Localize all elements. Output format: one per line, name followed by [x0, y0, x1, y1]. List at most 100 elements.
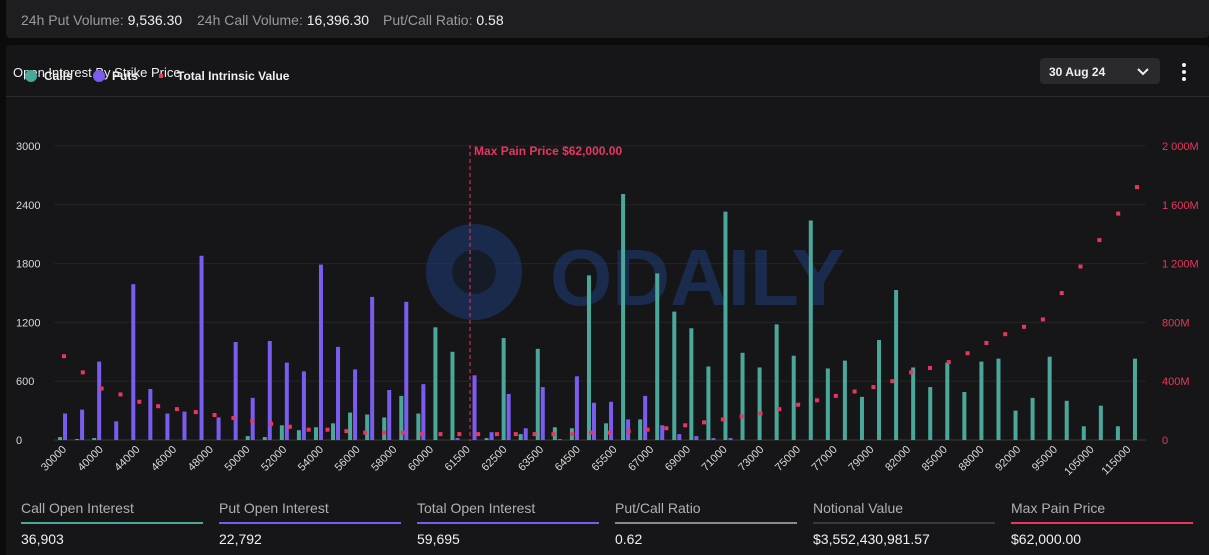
calls-bar[interactable]	[877, 340, 882, 440]
intrinsic-point[interactable]	[1059, 291, 1064, 295]
calls-bar[interactable]	[484, 438, 489, 440]
intrinsic-point[interactable]	[1022, 324, 1027, 329]
puts-bar[interactable]	[97, 361, 102, 440]
intrinsic-point[interactable]	[758, 411, 763, 416]
calls-bar[interactable]	[433, 327, 438, 440]
puts-bar[interactable]	[506, 393, 511, 440]
calls-bar[interactable]	[604, 423, 609, 440]
puts-bar[interactable]	[489, 432, 494, 440]
intrinsic-point[interactable]	[1078, 264, 1083, 269]
kebab-menu-icon[interactable]	[1174, 60, 1194, 84]
intrinsic-point[interactable]	[984, 340, 989, 345]
intrinsic-point[interactable]	[99, 386, 104, 391]
puts-bar[interactable]	[233, 342, 238, 440]
calls-bar[interactable]	[911, 367, 916, 440]
calls-bar[interactable]	[638, 419, 643, 440]
puts-bar[interactable]	[267, 341, 272, 440]
intrinsic-point[interactable]	[814, 398, 819, 403]
puts-bar[interactable]	[216, 417, 221, 440]
calls-bar[interactable]	[723, 211, 728, 440]
intrinsic-point[interactable]	[796, 402, 801, 407]
calls-bar[interactable]	[1013, 410, 1018, 440]
intrinsic-point[interactable]	[664, 426, 669, 431]
intrinsic-point[interactable]	[777, 407, 782, 412]
intrinsic-point[interactable]	[137, 399, 142, 404]
intrinsic-point[interactable]	[212, 413, 217, 418]
calls-bar[interactable]	[450, 351, 455, 440]
intrinsic-point[interactable]	[720, 417, 725, 422]
calls-bar[interactable]	[1098, 405, 1103, 440]
intrinsic-point[interactable]	[909, 370, 914, 375]
intrinsic-point[interactable]	[62, 354, 66, 359]
puts-bar[interactable]	[472, 375, 477, 440]
intrinsic-point[interactable]	[702, 420, 707, 425]
intrinsic-point[interactable]	[476, 432, 481, 437]
calls-bar[interactable]	[740, 352, 745, 440]
calls-bar[interactable]	[1047, 356, 1052, 440]
puts-bar[interactable]	[404, 301, 409, 440]
intrinsic-point[interactable]	[382, 430, 387, 435]
intrinsic-point[interactable]	[344, 429, 349, 434]
intrinsic-point[interactable]	[683, 423, 688, 428]
intrinsic-point[interactable]	[250, 418, 255, 423]
intrinsic-point[interactable]	[513, 432, 518, 437]
intrinsic-point[interactable]	[946, 360, 951, 365]
calls-bar[interactable]	[382, 417, 387, 440]
calls-bar[interactable]	[313, 427, 318, 440]
intrinsic-point[interactable]	[532, 432, 537, 437]
puts-bar[interactable]	[523, 428, 528, 440]
calls-bar[interactable]	[842, 360, 847, 440]
calls-bar[interactable]	[416, 413, 421, 440]
calls-bar[interactable]	[928, 387, 933, 440]
intrinsic-point[interactable]	[156, 404, 161, 409]
puts-bar[interactable]	[63, 413, 68, 440]
calls-bar[interactable]	[245, 436, 250, 440]
calls-bar[interactable]	[1064, 400, 1069, 440]
puts-bar[interactable]	[182, 411, 187, 440]
puts-bar[interactable]	[728, 438, 733, 440]
puts-bar[interactable]	[80, 409, 85, 440]
puts-bar[interactable]	[165, 413, 170, 440]
calls-bar[interactable]	[962, 391, 967, 440]
calls-bar[interactable]	[365, 414, 370, 440]
puts-bar[interactable]	[114, 421, 119, 440]
puts-bar[interactable]	[557, 439, 562, 440]
intrinsic-point[interactable]	[607, 430, 612, 435]
calls-bar[interactable]	[1115, 426, 1120, 440]
puts-bar[interactable]	[421, 384, 426, 440]
calls-bar[interactable]	[808, 220, 813, 440]
puts-bar[interactable]	[574, 376, 579, 440]
intrinsic-point[interactable]	[739, 414, 744, 419]
calls-bar[interactable]	[75, 439, 80, 440]
calls-bar[interactable]	[1132, 358, 1137, 440]
puts-bar[interactable]	[284, 362, 289, 440]
intrinsic-point[interactable]	[231, 415, 236, 420]
calls-bar[interactable]	[92, 438, 97, 440]
intrinsic-point[interactable]	[871, 385, 876, 390]
calls-bar[interactable]	[757, 367, 762, 440]
intrinsic-point[interactable]	[589, 430, 594, 435]
calls-bar[interactable]	[894, 290, 899, 440]
intrinsic-point[interactable]	[551, 432, 556, 437]
expiry-date-select[interactable]: 30 Aug 24	[1040, 58, 1160, 84]
puts-bar[interactable]	[455, 438, 460, 440]
intrinsic-point[interactable]	[927, 365, 932, 370]
intrinsic-point[interactable]	[287, 424, 292, 429]
intrinsic-point[interactable]	[890, 379, 895, 384]
intrinsic-point[interactable]	[419, 432, 424, 437]
puts-bar[interactable]	[370, 296, 375, 440]
calls-bar[interactable]	[996, 358, 1001, 440]
intrinsic-point[interactable]	[645, 427, 650, 432]
calls-bar[interactable]	[689, 328, 694, 440]
intrinsic-point[interactable]	[1003, 332, 1008, 337]
intrinsic-point[interactable]	[325, 427, 330, 432]
calls-bar[interactable]	[331, 423, 336, 440]
intrinsic-point[interactable]	[1116, 211, 1121, 216]
calls-bar[interactable]	[586, 275, 591, 440]
intrinsic-point[interactable]	[1040, 317, 1045, 322]
calls-bar[interactable]	[58, 437, 63, 440]
puts-bar[interactable]	[131, 284, 136, 440]
puts-bar[interactable]	[301, 371, 306, 440]
intrinsic-point[interactable]	[306, 427, 311, 432]
calls-bar[interactable]	[672, 311, 677, 440]
